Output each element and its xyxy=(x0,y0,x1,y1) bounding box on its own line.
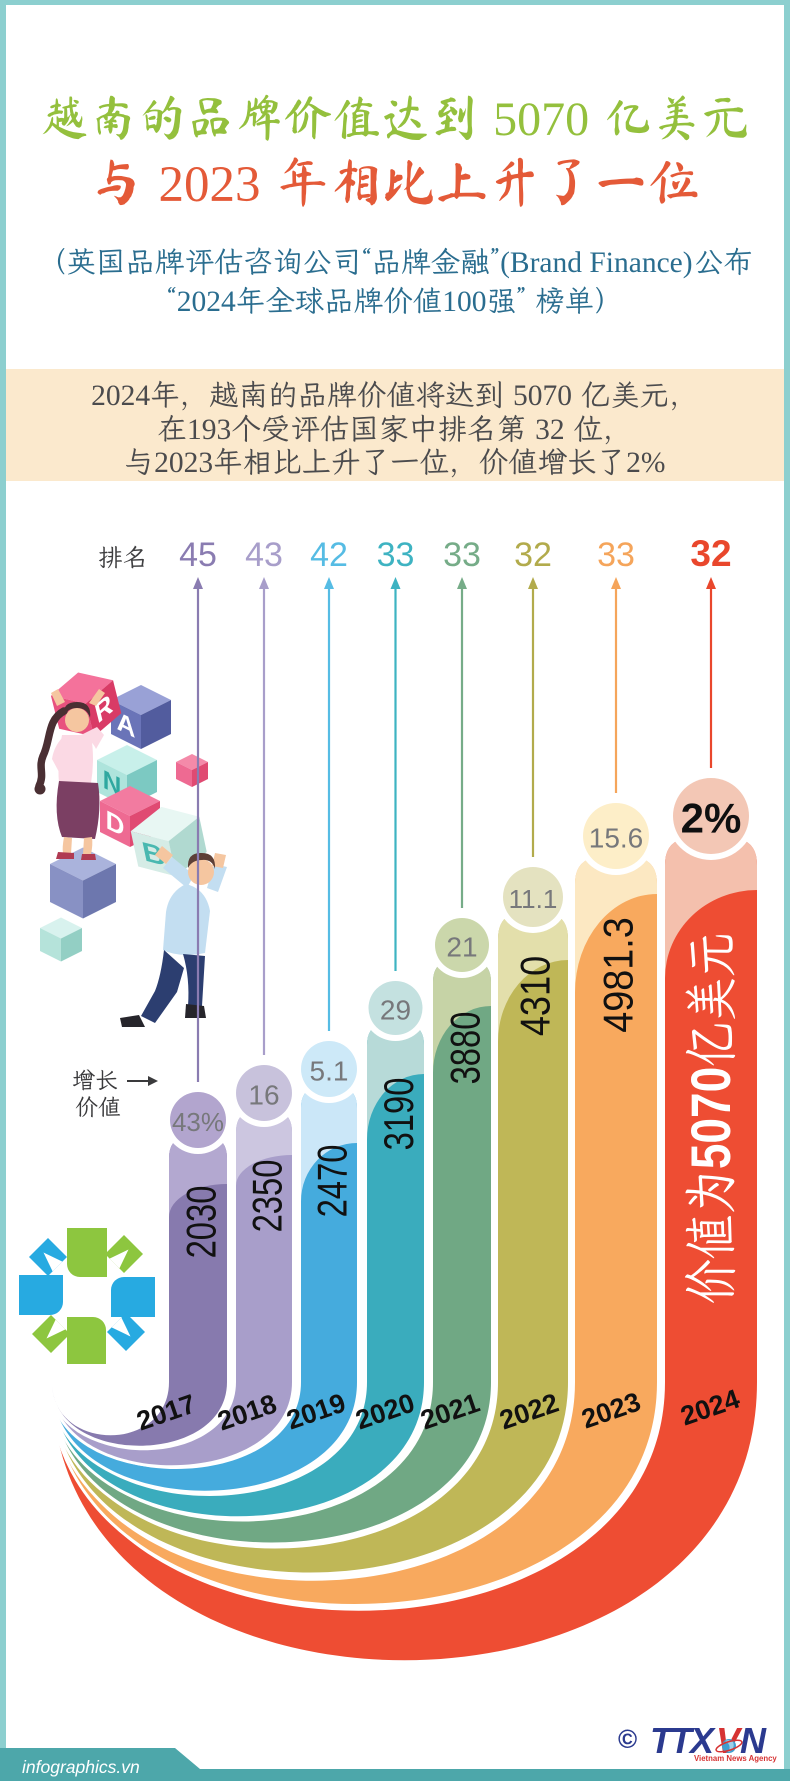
svg-text:2023: 2023 xyxy=(154,447,213,479)
svg-text:2024: 2024 xyxy=(91,380,150,412)
svg-text:100: 100 xyxy=(442,286,486,318)
svg-text:2%: 2% xyxy=(626,447,665,479)
svg-text:3190: 3190 xyxy=(375,1078,422,1151)
svg-text:2470: 2470 xyxy=(309,1145,356,1218)
svg-text:43: 43 xyxy=(245,536,283,574)
svg-text:21: 21 xyxy=(446,932,477,963)
svg-text:infographics.vn: infographics.vn xyxy=(22,1757,140,1777)
svg-text:©: © xyxy=(618,1724,637,1754)
svg-text:4981.3: 4981.3 xyxy=(596,917,642,1033)
svg-text:A: A xyxy=(117,705,136,744)
svg-text:16: 16 xyxy=(248,1080,279,1111)
svg-text:45: 45 xyxy=(179,536,217,574)
svg-text:43%: 43% xyxy=(172,1107,224,1137)
svg-text:3880: 3880 xyxy=(442,1012,489,1085)
svg-text:11.1: 11.1 xyxy=(509,884,558,914)
svg-text:5070: 5070 xyxy=(493,93,589,146)
svg-text:33: 33 xyxy=(597,536,635,574)
svg-text:42: 42 xyxy=(310,536,348,574)
svg-text:5070: 5070 xyxy=(680,1067,742,1169)
svg-text:32: 32 xyxy=(690,533,731,574)
svg-text:TTX: TTX xyxy=(650,1720,716,1761)
svg-text:2030: 2030 xyxy=(178,1186,225,1259)
svg-text:(Brand Finance): (Brand Finance) xyxy=(500,247,692,279)
svg-text:2350: 2350 xyxy=(244,1160,291,1233)
svg-text:33: 33 xyxy=(377,536,415,574)
svg-text:15.6: 15.6 xyxy=(589,823,644,854)
svg-text:2023: 2023 xyxy=(159,157,261,213)
svg-text:29: 29 xyxy=(380,995,411,1026)
svg-text:2024: 2024 xyxy=(177,286,236,318)
svg-text:5.1: 5.1 xyxy=(310,1056,349,1087)
svg-text:D: D xyxy=(106,804,125,843)
svg-text:32: 32 xyxy=(535,414,565,446)
svg-text:4310: 4310 xyxy=(513,956,559,1036)
svg-text:32: 32 xyxy=(514,536,552,574)
svg-text:193: 193 xyxy=(187,414,231,446)
svg-text:33: 33 xyxy=(443,536,481,574)
svg-text:Vietnam News Agency: Vietnam News Agency xyxy=(694,1754,777,1763)
svg-text:5070: 5070 xyxy=(513,380,572,412)
svg-text:2%: 2% xyxy=(681,795,742,842)
svg-text:N: N xyxy=(740,1720,767,1761)
